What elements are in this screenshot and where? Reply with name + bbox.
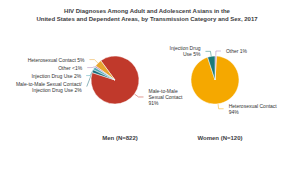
svg-text:Women (N=120): Women (N=120) <box>197 135 242 141</box>
svg-text:United States and Dependent Ar: United States and Dependent Areas, by Tr… <box>36 16 258 22</box>
svg-text:Injection Drug: Injection Drug <box>169 45 201 52</box>
svg-text:Use 5%: Use 5% <box>183 51 201 57</box>
svg-text:Other 1%: Other 1% <box>226 48 248 54</box>
svg-text:Male-to-Male: Male-to-Male <box>148 88 178 94</box>
svg-text:Heterosexual Contact 5%: Heterosexual Contact 5% <box>28 57 85 63</box>
svg-text:94%: 94% <box>229 109 240 115</box>
svg-text:Injection Drug Use 2%: Injection Drug Use 2% <box>31 73 81 79</box>
svg-text:Sexual Contact: Sexual Contact <box>148 94 183 100</box>
svg-text:Men (N=822): Men (N=822) <box>102 135 138 141</box>
svg-text:Injection Drug Use 2%: Injection Drug Use 2% <box>32 87 82 93</box>
svg-text:Other <1%: Other <1% <box>58 65 83 71</box>
svg-text:91%: 91% <box>149 100 160 106</box>
svg-text:Male-to-Male Sexual Contact/: Male-to-Male Sexual Contact/ <box>15 80 82 87</box>
svg-text:Heterosexual Contact: Heterosexual Contact <box>228 102 277 109</box>
svg-text:HIV Diagnoses Among Adult and: HIV Diagnoses Among Adult and Adolescent… <box>64 8 230 14</box>
